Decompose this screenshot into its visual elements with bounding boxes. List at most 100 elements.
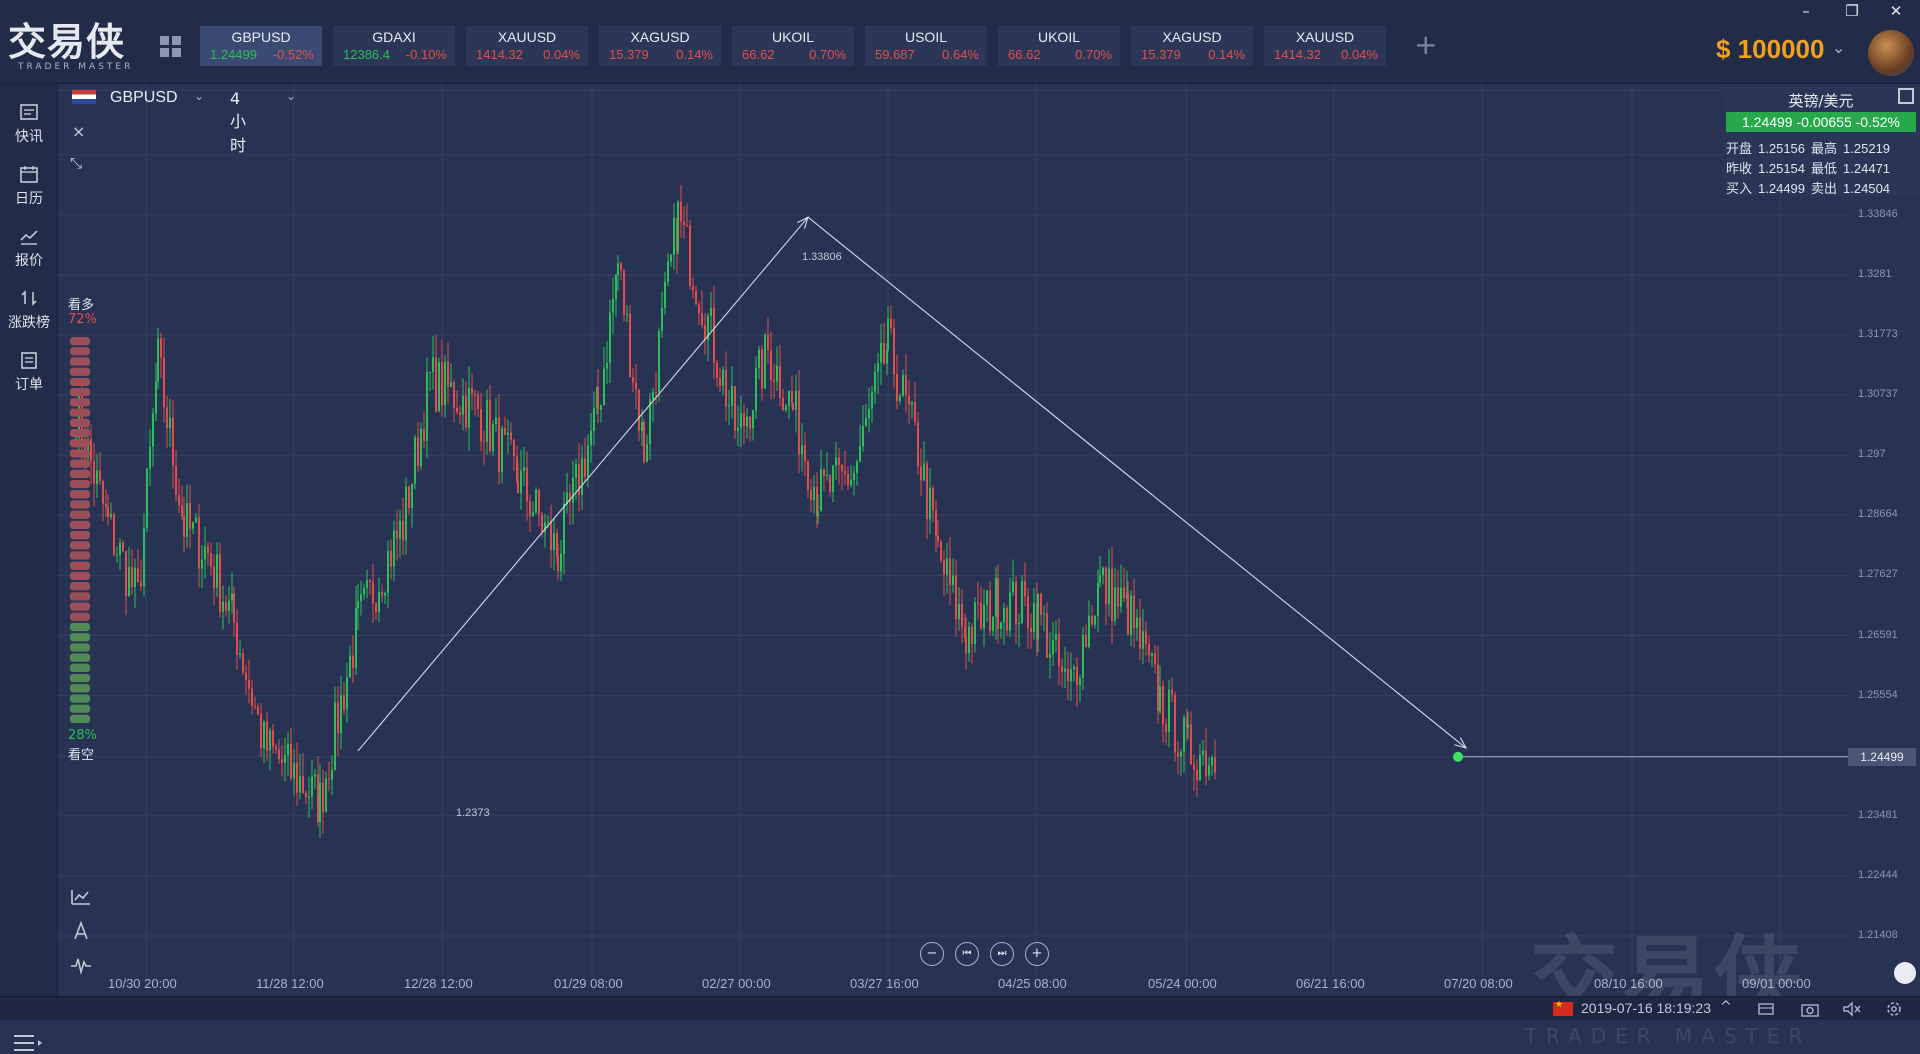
menu-icon[interactable]: [14, 1032, 44, 1054]
candle-body: [835, 457, 837, 466]
restore-button[interactable]: ❐: [1845, 2, 1859, 20]
ticker-tab-ukoil[interactable]: UKOIL 66.62 0.70%: [998, 26, 1120, 66]
candle-body: [328, 778, 330, 780]
drawing-tool-icon[interactable]: [70, 920, 92, 942]
zoom-out-button[interactable]: −: [920, 942, 944, 966]
sentiment-segment: [70, 612, 90, 621]
layout-icon[interactable]: [1756, 1000, 1776, 1018]
sidebar-item-movers[interactable]: 涨跌榜: [0, 280, 58, 336]
candle-body: [1187, 724, 1189, 728]
ticker-tab-ukoil[interactable]: UKOIL 66.62 0.70%: [732, 26, 854, 66]
add-tab-button[interactable]: +: [1414, 28, 1438, 61]
candle-body: [940, 541, 942, 561]
candle-body: [516, 456, 518, 482]
mute-icon[interactable]: [1842, 1000, 1862, 1018]
candle-body: [435, 357, 437, 412]
candle-body: [1108, 568, 1110, 605]
ticker-tab-usoil[interactable]: USOIL 59.687 0.64%: [865, 26, 987, 66]
bear-label: 看空: [68, 748, 95, 763]
indicator-icon[interactable]: [70, 886, 92, 908]
ticker-tab-xauusd[interactable]: XAUUSD 1414.32 0.04%: [1264, 26, 1386, 66]
candle-body: [420, 428, 422, 467]
candle-body: [670, 254, 672, 262]
candle-body: [417, 437, 419, 467]
chart-area[interactable]: 1.2373 1.33806 GBPUSD ⌄ 4小时 ⌄ × ⤡ 看多 72% …: [58, 83, 1920, 1048]
candle-body: [844, 470, 846, 475]
settings-gear-icon[interactable]: [1884, 1000, 1904, 1018]
user-avatar[interactable]: [1868, 30, 1914, 76]
candle-body: [980, 603, 982, 629]
candle-body: [366, 580, 368, 588]
logo-text: 交易侠: [8, 20, 126, 64]
ticker-tab-gbpusd[interactable]: GBPUSD 1.24499 -0.52%: [200, 26, 322, 66]
balance-dropdown-icon[interactable]: ⌄: [1832, 38, 1846, 57]
chevron-up-icon[interactable]: ^: [1720, 999, 1732, 1015]
candle-body: [977, 602, 979, 604]
news-icon: [20, 104, 38, 120]
panel-toggle-icon[interactable]: [1898, 88, 1914, 104]
candle-body: [1190, 724, 1192, 765]
sidebar-item-quotes[interactable]: 报价: [0, 218, 58, 274]
candle-body: [612, 298, 614, 313]
candle-body: [1157, 664, 1159, 712]
candle-body: [1165, 724, 1167, 732]
trendline[interactable]: [357, 216, 809, 752]
candle-body: [779, 365, 781, 398]
sidebar-item-orders[interactable]: 订单: [0, 342, 58, 398]
ticker-tab-xagusd[interactable]: XAGUSD 15.379 0.14%: [599, 26, 721, 66]
candle-body: [617, 263, 619, 275]
price-chart[interactable]: 1.2373 1.33806: [58, 84, 1920, 996]
camera-icon[interactable]: [1800, 1000, 1820, 1018]
candle-body: [652, 392, 654, 400]
ticker-change: 0.04%: [1341, 47, 1378, 62]
candle-body: [958, 603, 960, 620]
symbol-selector[interactable]: GBPUSD: [110, 89, 178, 106]
candle-body: [635, 382, 637, 390]
scroll-end-button[interactable]: ⏭: [990, 942, 1014, 966]
apps-grid-icon[interactable]: [160, 36, 182, 58]
prev-close-value: 1.25154: [1758, 161, 1806, 176]
shrink-icon[interactable]: ⤡: [70, 154, 83, 172]
candle-body: [1027, 596, 1029, 628]
chat-icon[interactable]: [1894, 962, 1916, 984]
candle-body: [1064, 668, 1066, 672]
candle-body: [107, 506, 109, 517]
candle-body: [204, 546, 206, 560]
candle-body: [269, 730, 271, 751]
close-chart-icon[interactable]: ×: [72, 122, 86, 141]
account-balance[interactable]: $ 100000: [1716, 34, 1825, 64]
candle-body: [710, 307, 712, 316]
chevron-down-icon[interactable]: ⌄: [286, 89, 297, 103]
trendline[interactable]: [807, 216, 1467, 749]
timeframe-selector[interactable]: 4小时: [230, 89, 247, 155]
candle-body: [1046, 613, 1048, 658]
sidebar-item-calendar[interactable]: 日历: [0, 156, 58, 212]
candle-body: [465, 396, 467, 428]
y-tick-label: 1.297: [1858, 448, 1886, 461]
ticker-symbol: XAGUSD: [630, 29, 690, 45]
zoom-in-button[interactable]: +: [1025, 942, 1049, 966]
scroll-start-button[interactable]: ⏮: [955, 942, 979, 966]
ticker-tab-gdaxi[interactable]: GDAXI 12386.4 -0.10%: [333, 26, 455, 66]
candle-body: [462, 396, 464, 415]
pulse-icon[interactable]: [70, 954, 92, 976]
candle-body: [480, 408, 482, 442]
candle-body: [75, 437, 77, 439]
candle-body: [308, 796, 310, 798]
chevron-down-icon[interactable]: ⌄: [194, 89, 205, 103]
candle-body: [868, 408, 870, 419]
candle-body: [450, 382, 452, 387]
candle-body: [752, 410, 754, 429]
server-time: 2019-07-16 18:19:23: [1581, 1000, 1711, 1016]
ticker-tab-xagusd[interactable]: XAGUSD 15.379 0.14%: [1131, 26, 1253, 66]
candle-body: [113, 513, 115, 555]
close-window-button[interactable]: ✕: [1889, 2, 1903, 20]
candle-body: [1183, 717, 1185, 752]
ask-label: 卖出: [1811, 181, 1838, 196]
minimize-button[interactable]: –: [1802, 2, 1810, 20]
ticker-tab-xauusd[interactable]: XAUUSD 1414.32 0.04%: [466, 26, 588, 66]
sidebar-item-news[interactable]: 快讯: [0, 94, 58, 150]
sentiment-segment: [70, 500, 90, 509]
candle-body: [1214, 757, 1216, 773]
candle-body: [510, 432, 512, 440]
